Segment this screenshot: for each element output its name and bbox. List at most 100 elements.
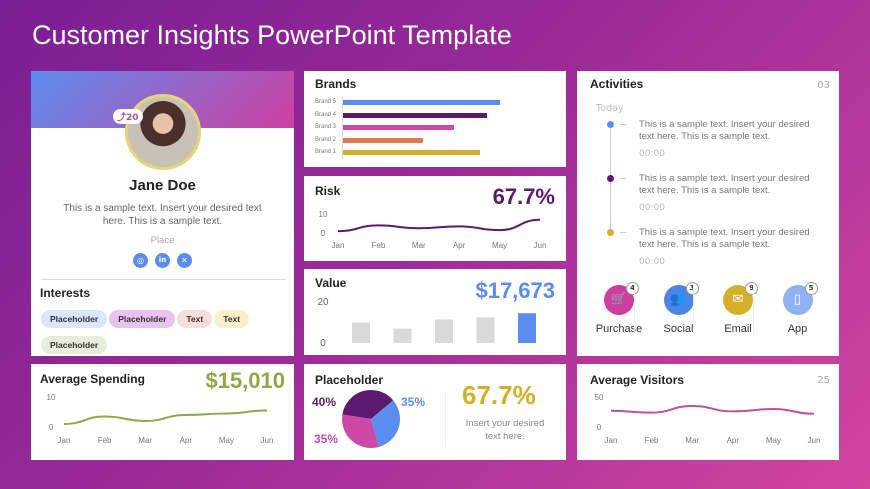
- profile-place: Place: [150, 235, 175, 246]
- y-tick-label: 10: [319, 210, 328, 219]
- pie-label: 35%: [401, 395, 425, 409]
- trend-up-icon: ⤴: [117, 113, 127, 123]
- value-chart: 20 0: [317, 297, 536, 349]
- activity-text: This is a sample text. Insert your desir…: [639, 119, 810, 142]
- value-bar: [518, 313, 536, 343]
- timeline-tick: [620, 124, 626, 125]
- x-tick-label: Feb: [645, 436, 659, 445]
- activities-title: Activities: [590, 77, 644, 91]
- pie-slice: [342, 414, 379, 448]
- channel-social[interactable]: 👥 3 Social: [649, 281, 709, 341]
- channel-email[interactable]: ✉ 9 Email: [708, 281, 768, 341]
- y-tick-label: 0: [320, 338, 326, 349]
- activities-count: 03: [817, 80, 830, 91]
- activity-text: This is a sample text. Insert your desir…: [639, 227, 810, 250]
- interest-chip[interactable]: Placeholder: [41, 336, 108, 354]
- interest-chip[interactable]: Text: [214, 310, 250, 328]
- avatar: [125, 94, 201, 170]
- x-icon[interactable]: ✕: [177, 253, 192, 268]
- visitors-title: Average Visitors: [590, 373, 685, 387]
- linkedin-icon[interactable]: in: [155, 253, 170, 268]
- channel-label: Social: [663, 323, 694, 335]
- x-tick-label: Mar: [685, 436, 699, 445]
- mail-icon: ✉: [723, 285, 753, 315]
- x-tick-label: Feb: [98, 436, 112, 445]
- placeholder-divider: [445, 392, 446, 447]
- x-tick-label: Jun: [808, 436, 821, 445]
- brand-bar: [343, 125, 454, 130]
- profile-bio: This is a sample text. Insert your desir…: [63, 203, 262, 227]
- series-line: [337, 218, 541, 233]
- brand-label: Brand 4: [315, 111, 337, 118]
- brand-label: Brand 5: [315, 99, 337, 105]
- pie-label: 35%: [314, 432, 338, 446]
- value-bar: [435, 319, 453, 343]
- channel-purchase[interactable]: 🛒 4 Purchase: [589, 281, 649, 341]
- channel-divider: [633, 283, 635, 333]
- placeholder-title: Placeholder: [315, 373, 384, 387]
- pie-slice: [371, 400, 400, 447]
- interest-chip[interactable]: Placeholder: [41, 310, 108, 328]
- today-label: Today: [596, 103, 624, 114]
- y-tick-label: 20: [317, 297, 329, 308]
- brand-bar: [343, 112, 488, 118]
- risk-value: 67.7%: [492, 184, 555, 209]
- activity-text: This is a sample text. Insert your desir…: [639, 173, 810, 196]
- x-tick-label: Apr: [180, 436, 193, 445]
- x-tick-label: May: [492, 241, 507, 250]
- y-tick-label: 50: [595, 393, 604, 402]
- x-tick-label: Mar: [412, 241, 426, 250]
- y-tick-label: 0: [597, 423, 602, 432]
- pie-label: 40%: [312, 395, 336, 409]
- placeholder-value: 67.7%: [462, 380, 536, 410]
- interest-chip[interactable]: Text: [177, 310, 213, 328]
- activities-card: Activities 03 Today This is a sample tex…: [577, 71, 839, 356]
- timeline-dot: [607, 175, 614, 182]
- count-badge: 9: [745, 282, 758, 295]
- interests-title: Interests: [40, 286, 91, 300]
- series-line: [610, 404, 815, 415]
- timeline-dot: [607, 121, 614, 128]
- channel-label: App: [787, 323, 808, 335]
- timeline-dot: [607, 229, 614, 236]
- brand-label: Brand 1: [315, 149, 337, 155]
- placeholder-card: Placeholder 40% 35% 35% 67.7% Insert your …: [304, 364, 566, 460]
- pie-chart: 40% 35% 35%: [312, 390, 425, 448]
- x-tick-label: May: [219, 436, 234, 445]
- timeline-tick: [620, 178, 626, 179]
- value-amount: $17,673: [475, 278, 555, 303]
- x-tick-label: Apr: [453, 241, 466, 250]
- interests-list: Placeholder Placeholder Text TextPlaceholde…: [41, 307, 291, 356]
- brands-title: Brands: [315, 77, 357, 91]
- x-tick-label: Feb: [372, 241, 386, 250]
- spending-value: $15,010: [205, 368, 285, 393]
- brand-label: Brand 3: [315, 124, 337, 130]
- y-tick-label: 0: [49, 423, 54, 432]
- risk-card: Risk 67.7% Jan Feb Mar Apr May Jun 10 0: [304, 176, 566, 261]
- x-tick-label: Jun: [534, 241, 547, 250]
- activity-time: 00:00: [639, 149, 665, 159]
- x-tick-label: Jun: [261, 436, 274, 445]
- value-bar: [352, 322, 370, 343]
- risk-chart: Jan Feb Mar Apr May Jun 10 0: [319, 210, 547, 250]
- profile-card: ⤴20 Jane Doe This is a sample text. Inse…: [31, 71, 294, 356]
- channel-app[interactable]: ▯ 5 App: [768, 281, 828, 341]
- globe-icon[interactable]: ◎: [133, 253, 148, 268]
- score-badge: ⤴20: [113, 109, 143, 124]
- y-tick-label: 0: [321, 229, 326, 238]
- x-tick-label: Jan: [605, 436, 618, 445]
- brands-card: Brands Brand 5 Brand 4 Brand 3 Brand 2 Brand…: [304, 71, 566, 167]
- spending-title: Average Spending: [40, 372, 145, 386]
- interest-chip[interactable]: Placeholder: [109, 310, 176, 328]
- x-tick-label: Mar: [138, 436, 152, 445]
- profile-name: Jane Doe: [129, 177, 196, 194]
- visitors-card: Average Visitors 25 Jan Feb Mar Apr May Jun 50…: [577, 364, 839, 460]
- pie-slice: [342, 390, 394, 419]
- brand-bar: [343, 100, 501, 105]
- score-value: 20: [126, 113, 139, 123]
- channel-label: Email: [724, 323, 752, 335]
- activity-time: 00:00: [639, 257, 665, 267]
- channel-label: Purchase: [595, 323, 643, 335]
- page-title: Customer Insights PowerPoint Template: [32, 20, 512, 50]
- visitors-chart: Jan Feb Mar Apr May Jun 50 0: [595, 393, 821, 445]
